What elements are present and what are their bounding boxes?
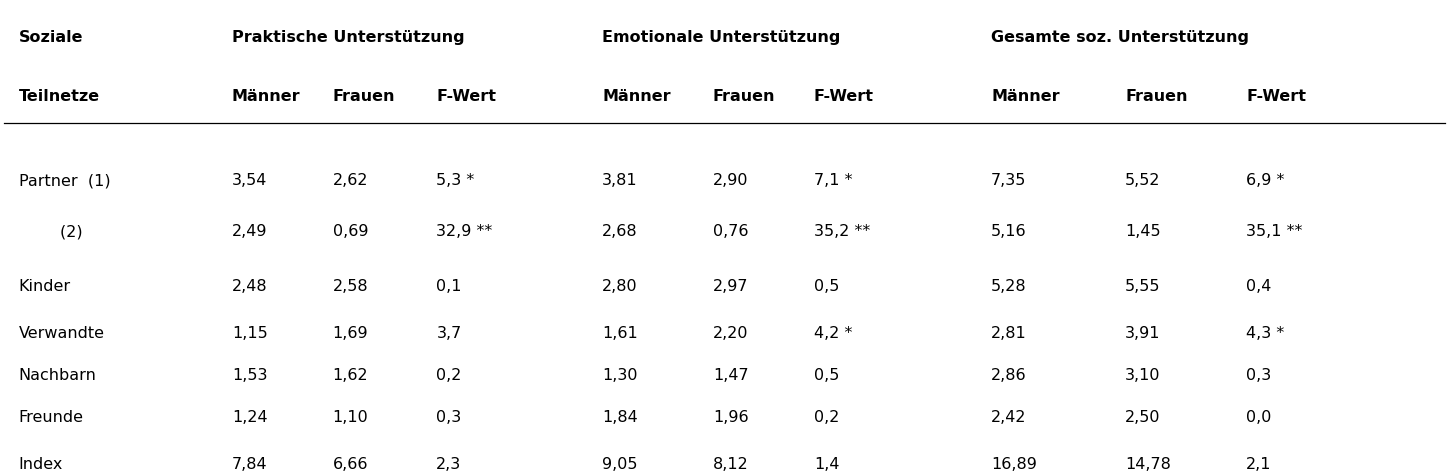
Text: Partner  (1): Partner (1)	[19, 173, 110, 188]
Text: 8,12: 8,12	[713, 457, 749, 472]
Text: 3,91: 3,91	[1124, 326, 1161, 341]
Text: Männer: Männer	[601, 89, 671, 104]
Text: 4,2 *: 4,2 *	[814, 326, 852, 341]
Text: 16,89: 16,89	[991, 457, 1037, 472]
Text: 2,48: 2,48	[232, 279, 268, 294]
Text: 0,4: 0,4	[1246, 279, 1271, 294]
Text: 1,15: 1,15	[232, 326, 268, 341]
Text: 7,1 *: 7,1 *	[814, 173, 852, 188]
Text: 0,5: 0,5	[814, 279, 839, 294]
Text: 1,84: 1,84	[601, 411, 638, 425]
Text: 2,20: 2,20	[713, 326, 749, 341]
Text: 2,97: 2,97	[713, 279, 749, 294]
Text: 6,9 *: 6,9 *	[1246, 173, 1284, 188]
Text: 1,53: 1,53	[232, 368, 267, 383]
Text: 1,61: 1,61	[601, 326, 638, 341]
Text: 2,3: 2,3	[436, 457, 462, 472]
Text: 1,47: 1,47	[713, 368, 749, 383]
Text: 5,28: 5,28	[991, 279, 1027, 294]
Text: Männer: Männer	[991, 89, 1059, 104]
Text: 0,5: 0,5	[814, 368, 839, 383]
Text: 2,42: 2,42	[991, 411, 1026, 425]
Text: 9,05: 9,05	[601, 457, 638, 472]
Text: 5,16: 5,16	[991, 224, 1027, 239]
Text: 3,81: 3,81	[601, 173, 638, 188]
Text: 35,1 **: 35,1 **	[1246, 224, 1303, 239]
Text: (2): (2)	[19, 224, 83, 239]
Text: 14,78: 14,78	[1124, 457, 1171, 472]
Text: Soziale: Soziale	[19, 30, 83, 44]
Text: 2,81: 2,81	[991, 326, 1027, 341]
Text: Kinder: Kinder	[19, 279, 71, 294]
Text: 1,4: 1,4	[814, 457, 839, 472]
Text: 35,2 **: 35,2 **	[814, 224, 869, 239]
Text: Emotionale Unterstützung: Emotionale Unterstützung	[601, 30, 840, 44]
Text: 1,96: 1,96	[713, 411, 749, 425]
Text: 2,90: 2,90	[713, 173, 749, 188]
Text: 1,30: 1,30	[601, 368, 638, 383]
Text: 1,62: 1,62	[333, 368, 368, 383]
Text: Praktische Unterstützung: Praktische Unterstützung	[232, 30, 465, 44]
Text: 3,7: 3,7	[436, 326, 462, 341]
Text: 1,24: 1,24	[232, 411, 268, 425]
Text: 2,1: 2,1	[1246, 457, 1272, 472]
Text: 4,3 *: 4,3 *	[1246, 326, 1284, 341]
Text: F-Wert: F-Wert	[1246, 89, 1306, 104]
Text: 1,69: 1,69	[333, 326, 368, 341]
Text: 2,50: 2,50	[1124, 411, 1161, 425]
Text: 2,49: 2,49	[232, 224, 267, 239]
Text: 0,2: 0,2	[814, 411, 839, 425]
Text: 7,35: 7,35	[991, 173, 1026, 188]
Text: Gesamte soz. Unterstützung: Gesamte soz. Unterstützung	[991, 30, 1249, 44]
Text: 0,0: 0,0	[1246, 411, 1271, 425]
Text: 1,45: 1,45	[1124, 224, 1161, 239]
Text: Frauen: Frauen	[713, 89, 775, 104]
Text: Verwandte: Verwandte	[19, 326, 104, 341]
Text: 0,3: 0,3	[436, 411, 462, 425]
Text: 2,86: 2,86	[991, 368, 1027, 383]
Text: F-Wert: F-Wert	[814, 89, 874, 104]
Text: F-Wert: F-Wert	[436, 89, 497, 104]
Text: Männer: Männer	[232, 89, 300, 104]
Text: 3,54: 3,54	[232, 173, 267, 188]
Text: 0,1: 0,1	[436, 279, 462, 294]
Text: 0,3: 0,3	[1246, 368, 1271, 383]
Text: 2,62: 2,62	[333, 173, 368, 188]
Text: 0,76: 0,76	[713, 224, 749, 239]
Text: 3,10: 3,10	[1124, 368, 1161, 383]
Text: 6,66: 6,66	[333, 457, 368, 472]
Text: 0,69: 0,69	[333, 224, 368, 239]
Text: Freunde: Freunde	[19, 411, 84, 425]
Text: 1,10: 1,10	[333, 411, 368, 425]
Text: Frauen: Frauen	[1124, 89, 1188, 104]
Text: 2,80: 2,80	[601, 279, 638, 294]
Text: 0,2: 0,2	[436, 368, 462, 383]
Text: 2,68: 2,68	[601, 224, 638, 239]
Text: 32,9 **: 32,9 **	[436, 224, 493, 239]
Text: 7,84: 7,84	[232, 457, 268, 472]
Text: Teilnetze: Teilnetze	[19, 89, 100, 104]
Text: 5,3 *: 5,3 *	[436, 173, 475, 188]
Text: 2,58: 2,58	[333, 279, 368, 294]
Text: Nachbarn: Nachbarn	[19, 368, 97, 383]
Text: Frauen: Frauen	[333, 89, 396, 104]
Text: 5,55: 5,55	[1124, 279, 1161, 294]
Text: 5,52: 5,52	[1124, 173, 1161, 188]
Text: Index: Index	[19, 457, 62, 472]
